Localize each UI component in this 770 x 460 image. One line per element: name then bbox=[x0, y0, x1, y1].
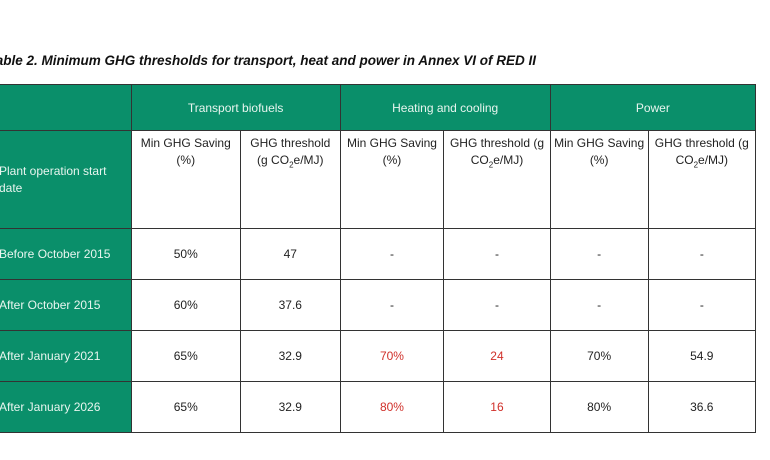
col-saving: Min GHG Saving (%) bbox=[130, 130, 241, 229]
ghg-thresholds-table: Transport biofuels Heating and cooling P… bbox=[0, 84, 757, 433]
cell: 54.9 bbox=[647, 330, 757, 382]
cell: 36.6 bbox=[647, 381, 757, 433]
cell: - bbox=[647, 279, 757, 331]
row-date: After October 2015 bbox=[0, 279, 132, 331]
cell: - bbox=[443, 279, 551, 331]
col-threshold: GHG threshold (g CO2e/MJ) bbox=[239, 130, 341, 229]
cell-highlight: 24 bbox=[443, 330, 551, 382]
cell: - bbox=[443, 228, 551, 280]
cell-highlight: 70% bbox=[339, 330, 445, 382]
cell: 70% bbox=[549, 330, 649, 382]
col-saving: Min GHG Saving (%) bbox=[339, 130, 445, 229]
cell: 65% bbox=[130, 330, 241, 382]
cell: - bbox=[549, 279, 649, 331]
table-row: After January 2026 65% 32.9 80% 16 80% 36.6 bbox=[0, 381, 757, 433]
corner-cell bbox=[0, 84, 132, 131]
cell: 32.9 bbox=[239, 381, 341, 433]
cell-highlight: 16 bbox=[443, 381, 551, 433]
col-threshold: GHG threshold (g CO2e/MJ) bbox=[443, 130, 551, 229]
row-header: Plant operation start date bbox=[0, 130, 132, 229]
row-date: Before October 2015 bbox=[0, 228, 132, 280]
sub-header-row: Plant operation start date Min GHG Savin… bbox=[0, 130, 757, 229]
group-heating: Heating and cooling bbox=[339, 84, 551, 131]
col-saving: Min GHG Saving (%) bbox=[549, 130, 649, 229]
cell: - bbox=[549, 228, 649, 280]
cell: - bbox=[339, 279, 445, 331]
cell: 32.9 bbox=[239, 330, 341, 382]
cell: - bbox=[339, 228, 445, 280]
group-transport: Transport biofuels bbox=[130, 84, 341, 131]
cell: 60% bbox=[130, 279, 241, 331]
cell: - bbox=[647, 228, 757, 280]
cell: 47 bbox=[239, 228, 341, 280]
cell: 80% bbox=[549, 381, 649, 433]
group-header-row: Transport biofuels Heating and cooling P… bbox=[0, 84, 757, 131]
table-row: After January 2021 65% 32.9 70% 24 70% 54.9 bbox=[0, 330, 757, 382]
col-threshold: GHG threshold (g CO2e/MJ) bbox=[647, 130, 757, 229]
group-power: Power bbox=[549, 84, 757, 131]
cell-highlight: 80% bbox=[339, 381, 445, 433]
table-caption: Table 2. Minimum GHG thresholds for tran… bbox=[0, 53, 537, 68]
cell: 50% bbox=[130, 228, 241, 280]
table-row: Before October 2015 50% 47 -- -- bbox=[0, 228, 757, 280]
cell: 37.6 bbox=[239, 279, 341, 331]
row-date: After January 2021 bbox=[0, 330, 132, 382]
row-date: After January 2026 bbox=[0, 381, 132, 433]
table-row: After October 2015 60% 37.6 -- -- bbox=[0, 279, 757, 331]
cell: 65% bbox=[130, 381, 241, 433]
